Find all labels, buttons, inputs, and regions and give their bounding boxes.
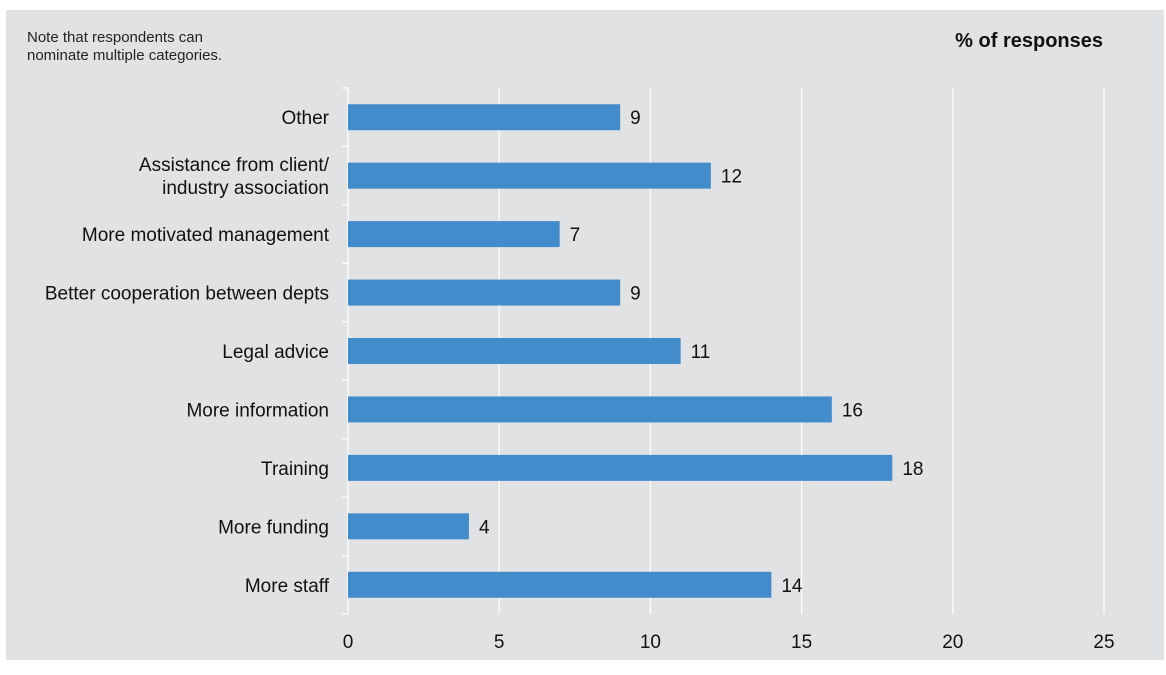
bar xyxy=(348,338,681,364)
bar xyxy=(348,162,711,189)
category-label: More motivated management xyxy=(82,225,330,246)
category-label: Better cooperation between depts xyxy=(45,284,329,305)
value-label: 18 xyxy=(902,459,923,480)
category-label: Other xyxy=(281,108,329,129)
value-label: 9 xyxy=(630,284,641,305)
bar xyxy=(348,104,621,131)
x-tick-label: 15 xyxy=(791,632,812,653)
category-label: More information xyxy=(186,400,329,421)
labels: 0 5 10 15 20 25 9 Other 12 Assistance from client… xyxy=(45,108,1115,653)
bar xyxy=(348,221,560,248)
chart-note: Note that respondents can nominate multi… xyxy=(27,29,223,64)
category-label: Legal advice xyxy=(222,342,329,363)
value-label: 12 xyxy=(721,167,742,188)
value-label: 11 xyxy=(691,342,711,363)
category-label: More funding xyxy=(218,517,329,538)
x-tick-label: 5 xyxy=(494,632,505,653)
bars xyxy=(348,104,893,598)
value-label: 4 xyxy=(479,517,490,538)
x-tick-label: 10 xyxy=(640,632,661,653)
x-tick-label: 20 xyxy=(942,632,963,653)
bar xyxy=(348,279,621,306)
category-label: Training xyxy=(261,459,329,480)
bar xyxy=(348,396,832,423)
category-label: More staff xyxy=(245,576,330,597)
x-tick-label: 25 xyxy=(1093,632,1114,653)
category-axis xyxy=(342,87,349,615)
value-label: 7 xyxy=(570,225,581,246)
bar xyxy=(348,454,893,481)
value-label: 14 xyxy=(781,576,803,597)
x-tick-label: 0 xyxy=(343,632,354,653)
value-label: 9 xyxy=(630,108,641,129)
bar xyxy=(348,571,772,598)
category-label: Assistance from client/industry associat… xyxy=(139,155,330,199)
value-label: 16 xyxy=(842,400,863,421)
bar xyxy=(348,513,469,540)
chart-title: % of responses xyxy=(955,30,1103,52)
